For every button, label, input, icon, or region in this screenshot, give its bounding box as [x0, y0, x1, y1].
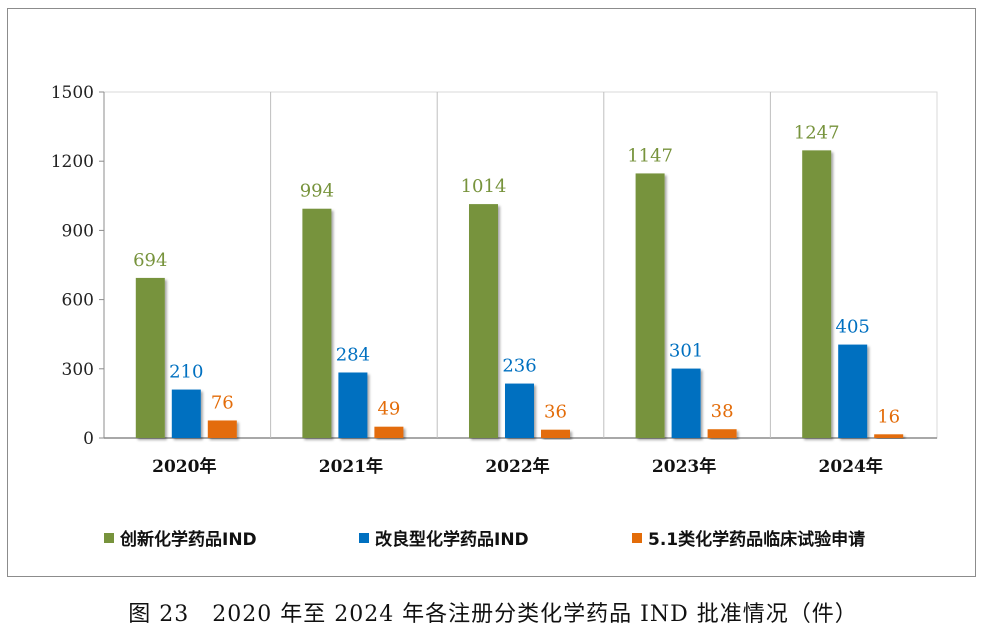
legend-swatch — [104, 532, 114, 543]
bar — [469, 204, 498, 438]
bar — [171, 389, 201, 438]
legend-swatch — [632, 532, 642, 543]
bar — [302, 208, 332, 438]
bar — [838, 344, 868, 438]
data-label: 1147 — [627, 145, 673, 166]
x-tick-label: 2022年 — [485, 456, 549, 477]
bar — [505, 383, 534, 438]
bar — [374, 426, 404, 438]
data-label: 16 — [877, 406, 900, 427]
legend-item: 5.1类化学药品临床试验申请 — [632, 525, 865, 550]
bar — [135, 277, 165, 438]
legend-swatch — [359, 532, 369, 543]
data-label: 284 — [336, 344, 370, 365]
data-label: 49 — [377, 399, 400, 420]
x-tick-label: 2024年 — [819, 456, 883, 477]
bar — [635, 173, 665, 438]
figure-caption: 图 23 2020 年至 2024 年各注册分类化学药品 IND 批准情况（件） — [128, 602, 858, 627]
data-label: 694 — [133, 250, 167, 271]
legend-label: 改良型化学药品IND — [375, 530, 529, 550]
data-label: 236 — [502, 356, 536, 377]
bar — [802, 150, 832, 438]
data-label: 38 — [711, 401, 734, 422]
bar — [874, 434, 904, 438]
legend-item: 改良型化学药品IND — [359, 525, 529, 550]
chart-frame: 0 300 600 900 1200 1500 694 210 76 994 284 49 1014 2… — [7, 8, 976, 577]
y-tick-label: 1200 — [51, 152, 94, 172]
bar — [541, 429, 570, 438]
data-label: 1014 — [461, 176, 507, 197]
bar — [671, 368, 701, 438]
legend-label: 创新化学药品IND — [120, 530, 257, 550]
x-tick-label: 2023年 — [652, 456, 716, 477]
y-tick-label: 600 — [62, 291, 94, 311]
bar — [338, 372, 368, 438]
data-label: 76 — [211, 392, 234, 413]
y-tick-label: 900 — [62, 221, 94, 241]
y-tick-label: 1500 — [51, 83, 94, 103]
data-label: 210 — [169, 362, 203, 383]
bar — [707, 429, 737, 438]
data-label: 994 — [300, 181, 334, 202]
x-tick-label: 2021年 — [319, 456, 383, 477]
plot-area — [103, 91, 938, 439]
data-label: 301 — [669, 341, 703, 362]
bar-chart: 0 300 600 900 1200 1500 694 210 76 994 284 49 1014 2… — [51, 83, 938, 477]
data-label: 36 — [544, 402, 567, 423]
bar — [207, 420, 237, 438]
x-tick-label: 2020年 — [152, 456, 216, 477]
legend-label: 5.1类化学药品临床试验申请 — [648, 530, 866, 550]
data-label: 1247 — [794, 122, 840, 143]
data-label: 405 — [836, 317, 870, 338]
y-tick-label: 300 — [62, 360, 94, 380]
y-tick-label: 0 — [83, 429, 94, 449]
legend: 创新化学药品IND 改良型化学药品IND 5.1类化学药品临床试验申请 — [104, 525, 964, 550]
legend-item: 创新化学药品IND — [104, 525, 257, 550]
